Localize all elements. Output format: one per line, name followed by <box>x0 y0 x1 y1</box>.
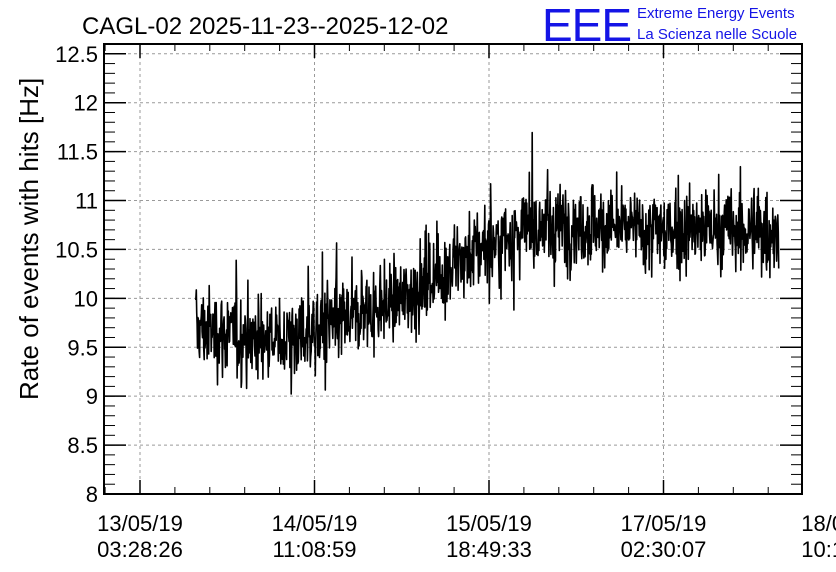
y-tick-labels: 8 8.5 9 9.5 10 10.5 11 11.5 12 12.5 <box>55 42 98 507</box>
logo-line2: La Scienza nelle Scuole <box>637 26 797 43</box>
y-tick-label: 10 <box>74 286 98 311</box>
chart-title: CAGL-02 2025-11-23--2025-12-02 <box>82 13 448 40</box>
x-tick-label-date: 15/05/19 <box>446 511 532 536</box>
y-tick-label: 12 <box>74 91 98 116</box>
y-tick-label: 8.5 <box>67 433 98 458</box>
logo-line1: Extreme Energy Events <box>637 5 795 22</box>
data-series <box>195 131 780 395</box>
y-tick-label: 8 <box>86 482 98 507</box>
x-tick-label-date: 14/05/19 <box>272 511 358 536</box>
y-tick-label: 9 <box>86 384 98 409</box>
y-tick-label: 9.5 <box>67 335 98 360</box>
x-tick-label-date: 17/05/19 <box>621 511 707 536</box>
x-tick-label-time: 03:28:26 <box>97 537 183 562</box>
x-tick-label-date: 18/05/1 <box>801 511 836 536</box>
logo-mark: EEE <box>542 0 631 51</box>
x-tick-label-date: 13/05/19 <box>97 511 183 536</box>
eee-logo: EEE Extreme Energy Events La Scienza nel… <box>542 0 797 51</box>
y-tick-label: 10.5 <box>55 237 98 262</box>
y-axis-label: Rate of events with hits [Hz] <box>14 78 44 400</box>
x-tick-label-time: 02:30:07 <box>621 537 707 562</box>
y-tick-label: 11.5 <box>57 140 98 165</box>
x-tick-label-time: 11:08:59 <box>272 537 356 562</box>
y-tick-label: 11 <box>75 189 98 214</box>
y-tick-label: 12.5 <box>55 42 98 67</box>
x-tick-label-time: 10:10:4 <box>801 537 836 562</box>
x-tick-label-time: 18:49:33 <box>446 537 532 562</box>
series-line <box>195 131 780 395</box>
plot-frame <box>103 43 803 495</box>
